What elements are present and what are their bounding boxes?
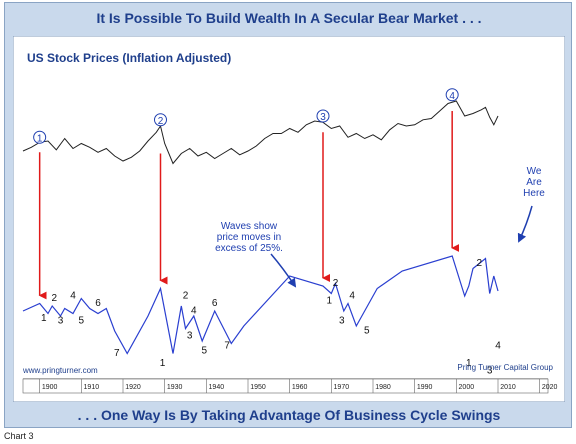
wave-label: 3 [187, 331, 193, 342]
headline-top: It Is Possible To Build Wealth In A Secu… [96, 10, 482, 26]
x-tick-label: 1930 [167, 384, 183, 391]
wave-label: 7 [224, 341, 230, 352]
annotation-we-are-here-line: Here [523, 188, 545, 199]
annotation-we-are-here-line: We [527, 166, 542, 177]
chart-panel: US Stock Prices (Inflation Adjusted) 1 2 3 4… [13, 36, 565, 402]
peak-marker-label-3: 3 [320, 112, 326, 123]
x-tick-label: 2020 [542, 384, 558, 391]
peak-marker-3 [316, 109, 330, 123]
wave-label: 1 [160, 358, 166, 369]
chart-svg: US Stock Prices (Inflation Adjusted)12 34… [13, 36, 565, 402]
annotation-waves: Waves show price moves in excess of 25%. [215, 221, 297, 288]
chart-frame: It Is Possible To Build Wealth In A Secu… [4, 2, 572, 428]
x-tick-label: 1950 [250, 384, 266, 391]
x-tick-label: 1960 [292, 384, 308, 391]
cycle-line [22, 255, 499, 355]
x-tick-label: 1970 [334, 384, 350, 391]
annotation-waves-arrow [270, 253, 297, 288]
plot-area [13, 36, 565, 402]
wave-label: 2 [183, 291, 189, 302]
wave-label: 1 [41, 313, 47, 324]
wave-label: 2 [333, 278, 339, 289]
peak-marker-1 [33, 130, 47, 144]
wave-label: 1 [466, 358, 472, 369]
peak-marker-label-1: 1 [37, 133, 43, 144]
peak-marker-label-4: 4 [449, 91, 455, 102]
x-tick-label: 1920 [125, 384, 141, 391]
wave-label: 3 [487, 366, 493, 377]
annotation-we-are-here-line: Are [526, 177, 542, 188]
annotation-waves-line: excess of 25%. [215, 243, 283, 254]
x-tick-label: 1900 [42, 384, 58, 391]
wave-label: 3 [339, 316, 345, 327]
wave-label: 4 [349, 291, 355, 302]
peak-marker-4 [445, 88, 459, 102]
wave-label: 1 [326, 296, 332, 307]
source-right: Pring Turner Capital Group [457, 363, 553, 372]
annotation-waves-line: price moves in [217, 232, 281, 243]
wave-label: 5 [79, 316, 85, 327]
wave-label: 2 [51, 293, 57, 304]
x-tick-label: 1990 [417, 384, 433, 391]
price-line [22, 100, 499, 165]
annotation-waves-line: Waves show [221, 221, 278, 232]
annotation-we-are-here: We Are Here [523, 166, 545, 199]
wave-label: 4 [70, 291, 76, 302]
wave-label: 5 [201, 346, 207, 357]
x-tick-label: 1910 [84, 384, 100, 391]
x-tick-label: 2010 [500, 384, 516, 391]
chart-caption: Chart 3 [4, 431, 34, 441]
wave-label: 7 [114, 348, 120, 359]
wave-label: 5 [364, 326, 370, 337]
headline-bottom: . . . One Way Is By Taking Advantage Of … [77, 407, 501, 423]
x-tick-label: 1980 [375, 384, 391, 391]
x-axis-band [22, 378, 549, 394]
x-tick-label: 2000 [459, 384, 475, 391]
wave-label: 3 [58, 316, 64, 327]
peak-marker-label-2: 2 [158, 116, 164, 127]
annotation-waves-text: Waves show price moves in excess of 25%. [215, 221, 283, 254]
wave-label: 4 [495, 341, 501, 352]
source-left: www.pringturner.com [22, 366, 98, 375]
chart-title: US Stock Prices (Inflation Adjusted) [27, 51, 231, 65]
peak-marker-2 [154, 113, 167, 127]
annotation-we-are-here-arrow [517, 205, 533, 243]
wave-label: 2 [476, 258, 482, 269]
wave-label: 6 [212, 298, 218, 309]
wave-label: 6 [95, 298, 101, 309]
wave-label: 4 [191, 306, 197, 317]
x-tick-label: 1940 [209, 384, 225, 391]
